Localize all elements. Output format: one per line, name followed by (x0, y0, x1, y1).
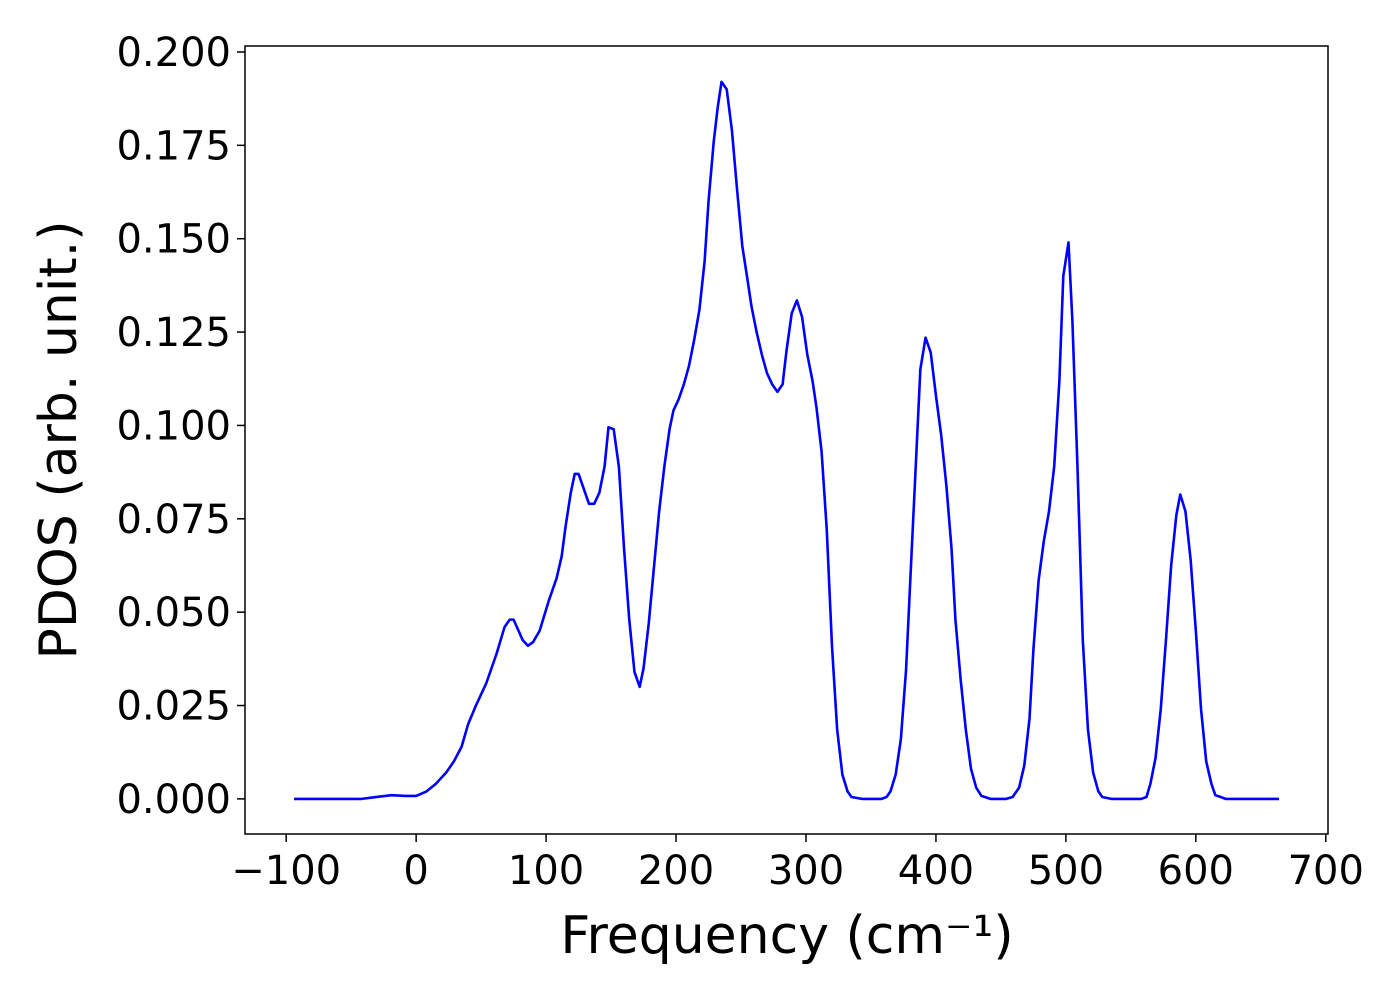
x-tick-label: 0 (403, 848, 428, 894)
y-tick-label: 0.000 (116, 777, 231, 823)
y-tick-label: 0.050 (116, 590, 231, 636)
pdos-line (293, 80, 1280, 801)
y-tick-label: 0.075 (116, 497, 231, 543)
y-tick-label: 0.025 (116, 684, 231, 730)
y-tick-label: 0.100 (116, 403, 231, 449)
y-tick-label: 0.125 (116, 310, 231, 356)
x-tick-label: 300 (768, 848, 844, 894)
x-tick-label: 700 (1288, 848, 1364, 894)
x-axis-label: Frequency (cm⁻¹) (560, 906, 1013, 966)
x-tick-label: 100 (508, 848, 584, 894)
y-axis-label: PDOS (arb. unit.) (29, 220, 89, 659)
x-tick-label: 200 (638, 848, 714, 894)
y-tick-label: 0.150 (116, 217, 231, 263)
x-tick-label: −100 (231, 848, 341, 894)
x-tick-label: 500 (1028, 848, 1104, 894)
plot-frame (244, 45, 1329, 835)
x-tick-label: 400 (898, 848, 974, 894)
x-tick-label: 600 (1158, 848, 1234, 894)
y-tick-label: 0.175 (116, 123, 231, 169)
y-tick-label: 0.200 (116, 30, 231, 76)
